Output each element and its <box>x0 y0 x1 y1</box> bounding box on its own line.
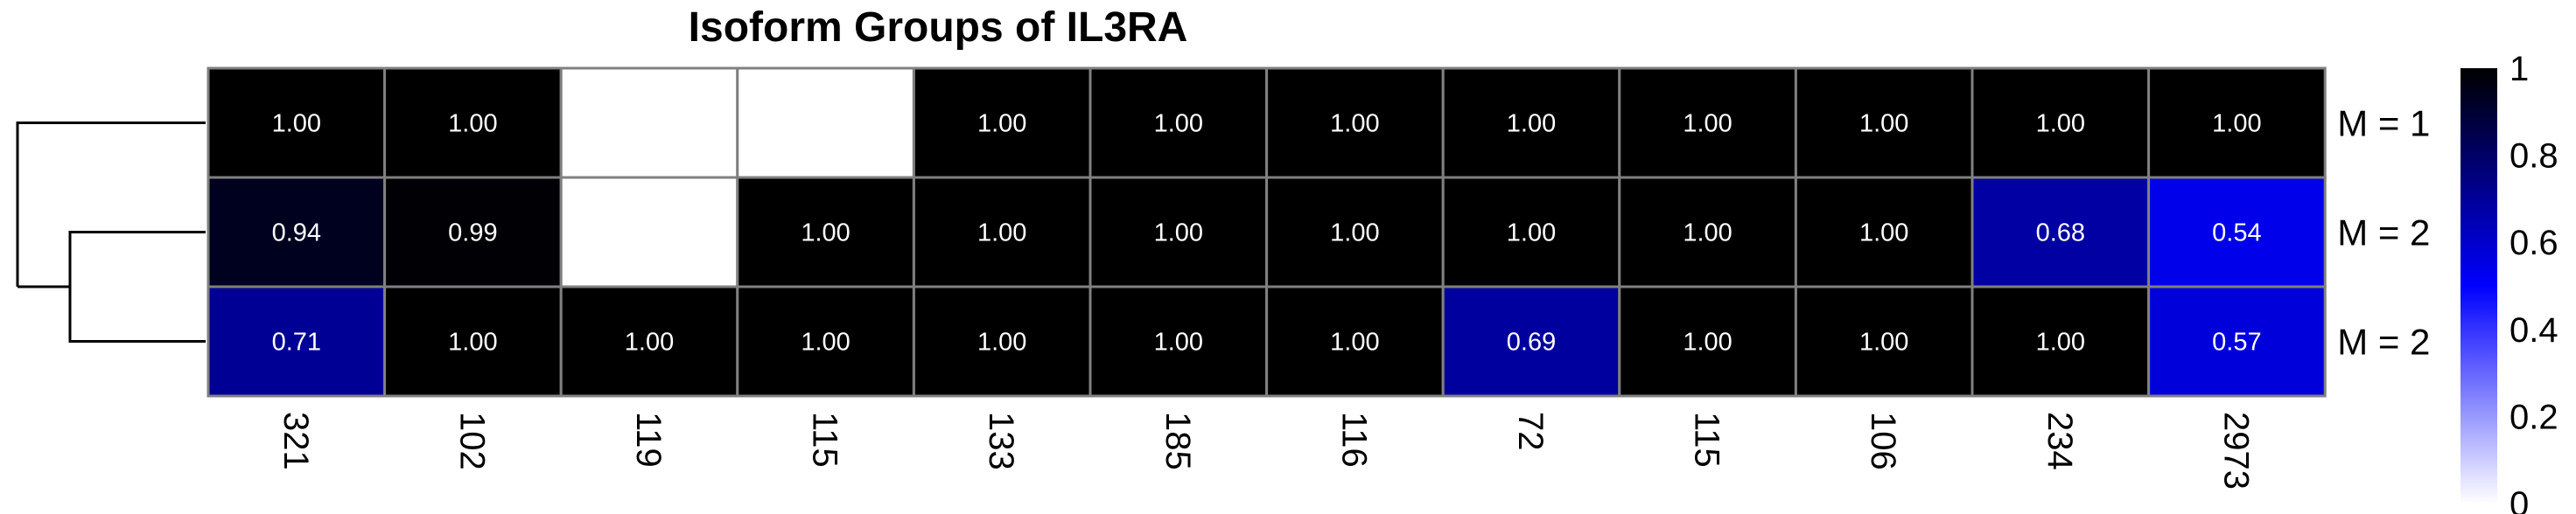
cell-value-label: 1.00 <box>1330 219 1379 247</box>
heatmap-cell <box>1618 176 1797 288</box>
column-label: 119 <box>629 412 668 468</box>
cell-value-label: 0.94 <box>272 219 321 247</box>
heatmap-cell <box>736 176 915 288</box>
cell-value-label: 1.00 <box>977 110 1026 138</box>
heatmap-cell <box>1794 285 1974 398</box>
heatmap-cell <box>2147 285 2327 398</box>
row-label: M = 1 <box>2337 103 2430 144</box>
heatmap-cell <box>736 285 915 398</box>
heatmap-cell <box>1794 176 1974 288</box>
cell-value-label: 0.69 <box>1507 329 1556 357</box>
cell-value-label: 1.00 <box>801 219 850 247</box>
cell-value-label: 1.00 <box>1859 110 1908 138</box>
heatmap-cell <box>2147 176 2327 288</box>
cell-value-label: 1.00 <box>1507 219 1556 247</box>
colorbar-tick-label: 0.2 <box>2510 398 2558 436</box>
colorbar-tick-label: 1 <box>2510 50 2529 88</box>
heatmap-cell <box>736 66 915 179</box>
cell-value-label: 1.00 <box>1859 219 1908 247</box>
colorbar-tick-label: 0.4 <box>2510 311 2558 350</box>
colorbar-tick-label: 0.8 <box>2510 137 2558 176</box>
heatmap-cell <box>912 285 1092 398</box>
cell-value-label: 1.00 <box>1683 329 1732 357</box>
cell-value-label: 0.68 <box>2036 219 2085 247</box>
heatmap-cell <box>1088 176 1269 288</box>
heatmap-cells: 1.00 1.00 1.00 1.00 1.00 1.00 1.00 1.00 1.00 1.00… <box>206 66 2327 398</box>
column-label: 234 <box>2040 412 2079 470</box>
heatmap-cell <box>1441 285 1621 398</box>
colorbar-tick-label: 0 <box>2510 485 2529 514</box>
cell-value-label: 0.57 <box>2212 329 2261 357</box>
cell-value-label: 1.00 <box>1154 329 1203 357</box>
colorbar-tick-label: 0.6 <box>2510 224 2558 262</box>
heatmap-cell <box>1794 66 1974 179</box>
row-label: M = 2 <box>2337 322 2430 363</box>
cell-value-label: 1.00 <box>1859 329 1908 357</box>
cell-value-label: 1.00 <box>1683 219 1732 247</box>
cell-value-label: 1.00 <box>1330 110 1379 138</box>
cell-value-label: 1.00 <box>2212 110 2261 138</box>
cell-value-label: 1.00 <box>272 110 321 138</box>
column-label: 185 <box>1158 412 1197 470</box>
column-label: 2973 <box>2216 412 2255 490</box>
heatmap-cell <box>1970 66 2151 179</box>
cell-value-label: 1.00 <box>801 329 850 357</box>
cell-value-label: 0.99 <box>448 219 497 247</box>
heatmap-cell <box>559 176 739 288</box>
chart-title: Isoform Groups of IL3RA <box>688 4 1188 51</box>
cell-value-label: 1.00 <box>1154 110 1203 138</box>
heatmap-cell <box>383 176 563 288</box>
cell-value-label: 1.00 <box>1507 110 1556 138</box>
colorbar <box>2460 68 2497 504</box>
heatmap-cell <box>206 66 387 179</box>
column-label: 106 <box>1864 412 1902 470</box>
heatmap-cell <box>206 285 387 398</box>
heatmap-cell <box>2147 66 2327 179</box>
column-label: 321 <box>276 412 315 470</box>
cell-value-label: 1.00 <box>2036 329 2085 357</box>
cell-value-label: 1.00 <box>448 329 497 357</box>
heatmap-cell <box>383 285 563 398</box>
heatmap-cell <box>1618 285 1797 398</box>
cell-value-label: 1.00 <box>1683 110 1732 138</box>
cell-value-label: 1.00 <box>625 329 674 357</box>
column-label: 102 <box>452 412 491 470</box>
column-label: 72 <box>1511 412 1550 451</box>
heatmap-cell <box>1265 176 1445 288</box>
heatmap-cell <box>559 66 739 179</box>
cell-value-label: 1.00 <box>977 219 1026 247</box>
heatmap-cell <box>1441 176 1621 288</box>
cell-value-label: 1.00 <box>448 110 497 138</box>
cell-value-label: 1.00 <box>2036 110 2085 138</box>
column-label: 115 <box>1688 412 1726 468</box>
cell-value-label: 0.54 <box>2212 219 2261 247</box>
column-label: 116 <box>1334 412 1373 468</box>
row-dendrogram <box>16 122 206 343</box>
column-label: 133 <box>982 412 1020 470</box>
heatmap-cell <box>912 176 1092 288</box>
heatmap-cell <box>912 66 1092 179</box>
heatmap-cell <box>559 285 739 398</box>
row-label: M = 2 <box>2337 212 2430 254</box>
heatmap-cell <box>383 66 563 179</box>
cell-value-label: 0.71 <box>272 329 321 357</box>
cell-value-label: 1.00 <box>977 329 1026 357</box>
cell-value-label: 1.00 <box>1330 329 1379 357</box>
column-label: 115 <box>806 412 844 468</box>
cell-value-label: 1.00 <box>1154 219 1203 247</box>
